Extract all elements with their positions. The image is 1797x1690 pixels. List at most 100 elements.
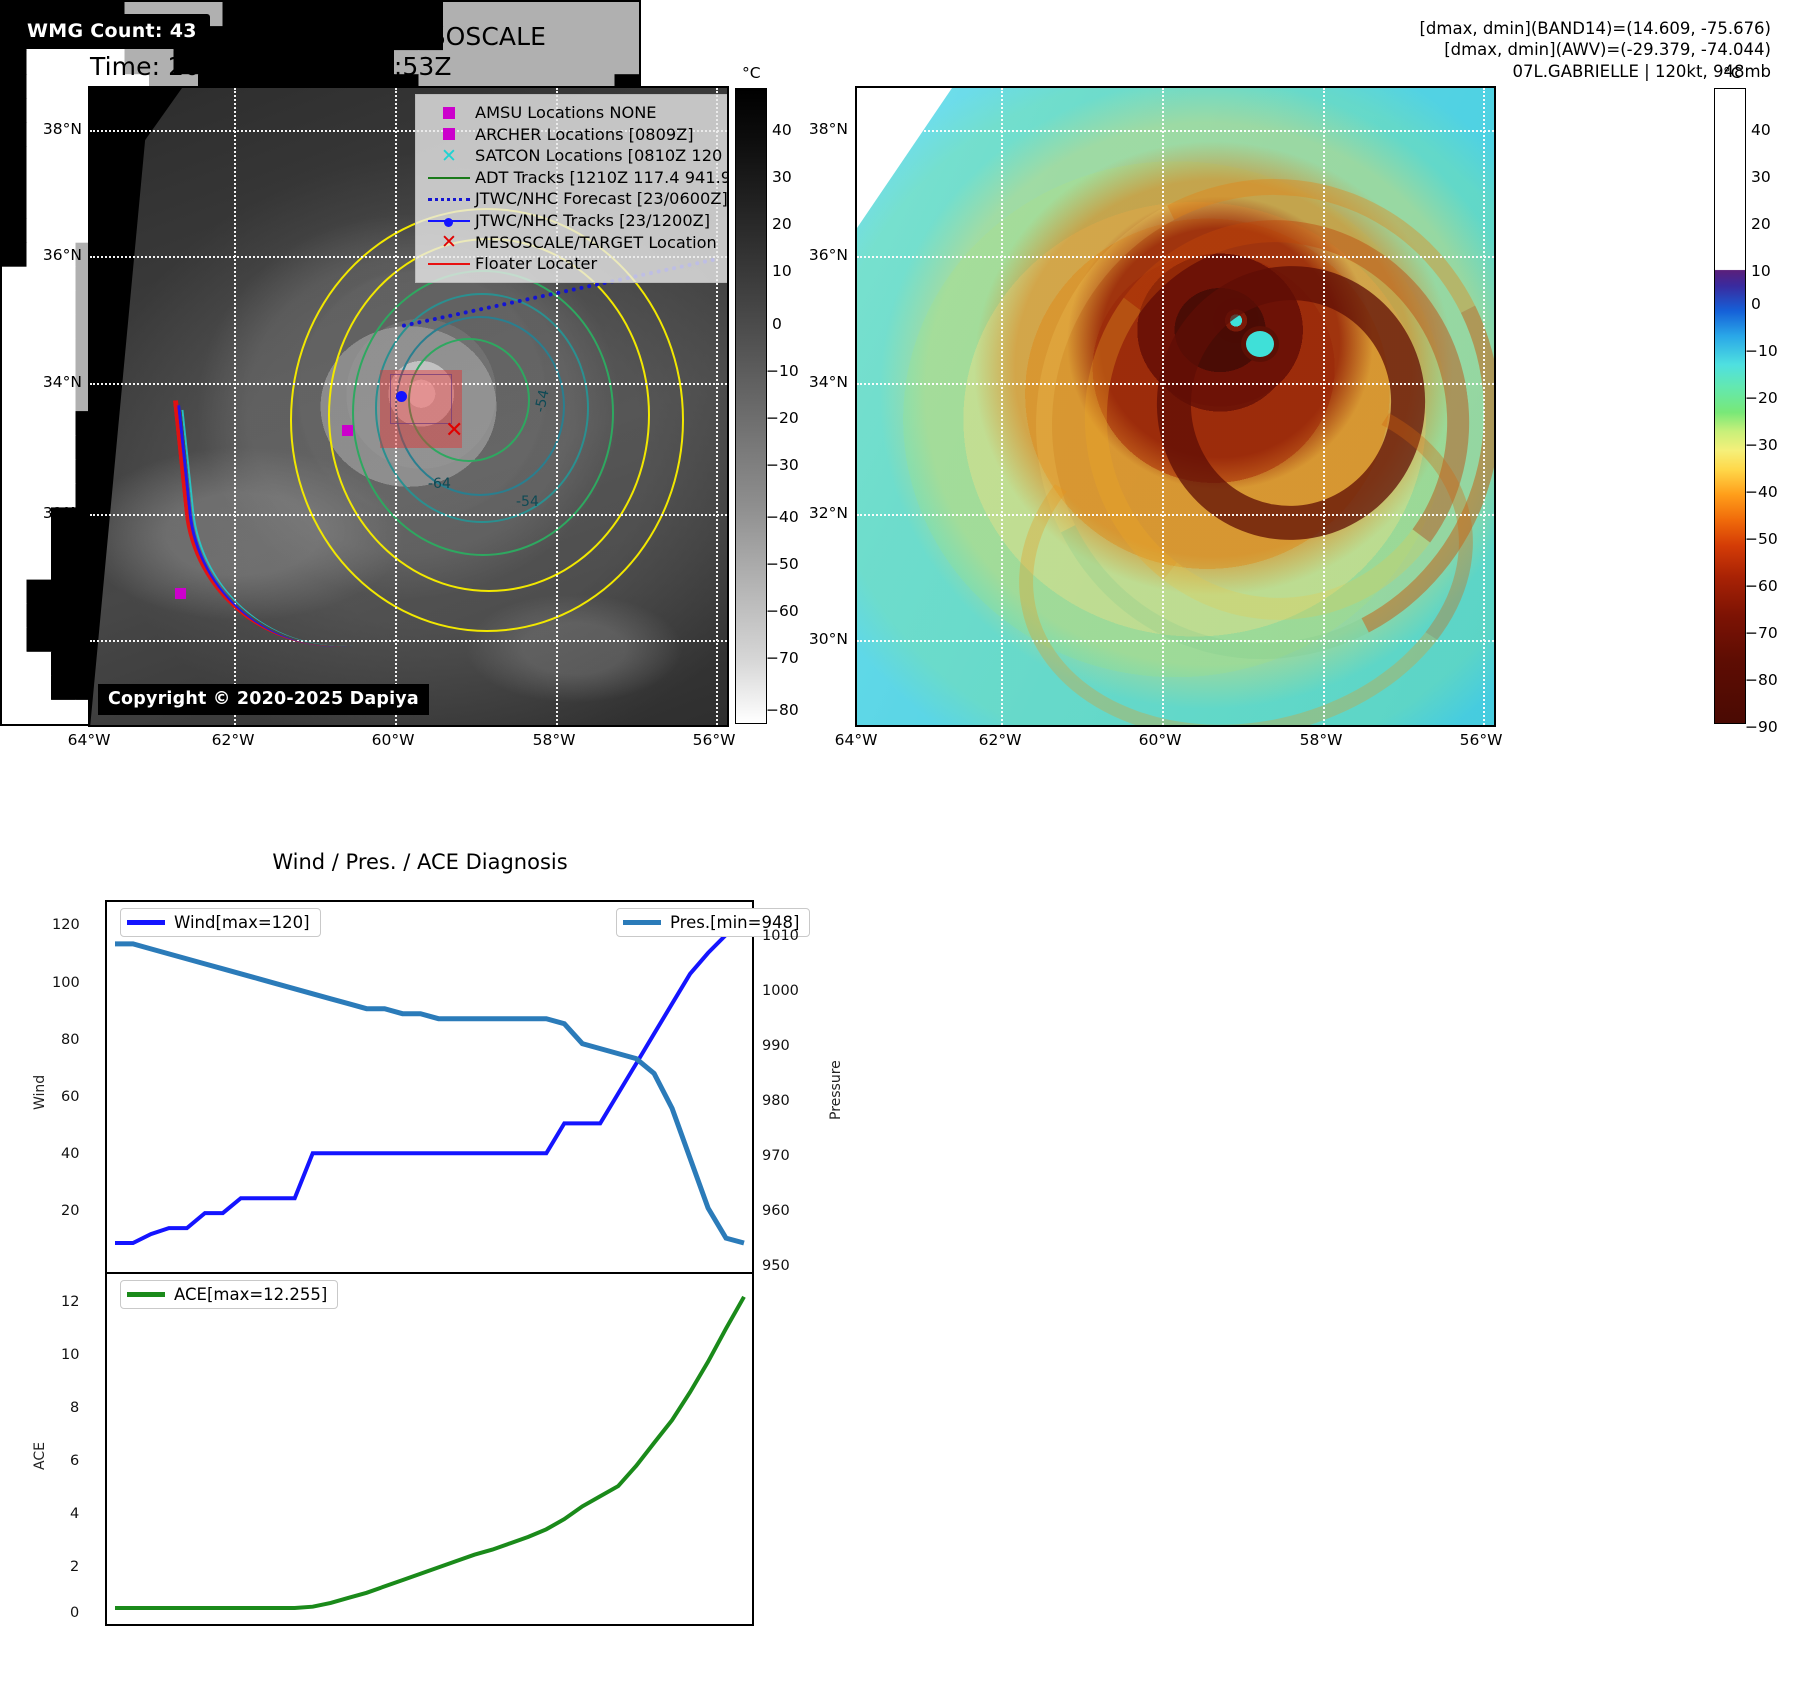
- color-colorbar-tick-m30: −30: [1745, 436, 1778, 454]
- wind-tick-20: 20: [61, 1203, 80, 1219]
- ir-satellite-map[interactable]: -64 -54 -54 ✕ AMSU Locations NONE: [88, 86, 729, 727]
- color-colorbar-tick-m10: −10: [1745, 342, 1778, 360]
- ace-tick-12: 12: [61, 1294, 80, 1310]
- color-colorbar-tick-0: 0: [1751, 295, 1761, 313]
- legend-label-amsu: AMSU Locations NONE: [475, 103, 657, 122]
- wmg-count-badge: WMG Count: 43: [14, 14, 210, 49]
- amsu-location-marker[interactable]: [175, 588, 186, 599]
- color-colorbar-tick-m20: −20: [1745, 389, 1778, 407]
- legend-label-adt: ADT Tracks [1210Z 117.4 941.9]: [475, 167, 729, 187]
- grid-lat-32: [857, 514, 1494, 516]
- color-lon-label-60: 60°W: [1138, 731, 1182, 749]
- current-center-marker[interactable]: [396, 391, 407, 402]
- enhanced-ir-imagery: [857, 88, 1494, 725]
- legend-label-floater: Floater Locater: [475, 254, 598, 274]
- grid-lat-34: [90, 383, 727, 385]
- color-colorbar-tick-m70: −70: [1745, 624, 1778, 642]
- red-x-icon: ✕: [441, 231, 457, 254]
- ace-tick-6: 6: [70, 1453, 80, 1469]
- legend-item-mesoscale[interactable]: ✕ MESOSCALE/TARGET Location: [423, 231, 727, 254]
- ir-lat-label-34: 34°N: [42, 373, 82, 391]
- ir-lat-label-32: 32°N: [42, 504, 82, 522]
- pressure-legend-label: Pres.[min=948]: [670, 913, 800, 932]
- ir-colorbar-tick-m70: −70: [766, 649, 799, 667]
- wind-series-line: [115, 927, 745, 1245]
- grid-lon-58: [1323, 88, 1325, 725]
- color-colorbar-tick-m60: −60: [1745, 577, 1778, 595]
- legend-item-satcon[interactable]: ✕ SATCON Locations [0810Z 120 945]: [423, 144, 727, 167]
- grid-lat-34: [857, 383, 1494, 385]
- grid-lat-38: [90, 130, 727, 132]
- grid-lon-58: [556, 88, 558, 725]
- ace-legend-swatch-icon: [127, 1292, 165, 1297]
- diagnosis-title: Wind / Pres. / ACE Diagnosis: [272, 850, 568, 874]
- grid-lat-36: [857, 256, 1494, 258]
- wind-legend-swatch-icon: [127, 920, 165, 925]
- legend-item-floater[interactable]: Floater Locater: [423, 253, 727, 275]
- legend-item-amsu[interactable]: AMSU Locations NONE: [423, 102, 727, 124]
- legend-label-archer: ARCHER Locations [0809Z]: [475, 124, 694, 144]
- wind-axis-label: Wind: [32, 1074, 48, 1110]
- grid-lat-32: [90, 514, 727, 516]
- contour-label-54b: -54: [516, 494, 539, 510]
- color-lon-label-64: 64°W: [834, 731, 878, 749]
- color-colorbar-unit: °C: [1723, 64, 1742, 82]
- color-lat-label-36: 36°N: [808, 246, 848, 264]
- wind-legend-label: Wind[max=120]: [174, 913, 310, 932]
- pressure-legend[interactable]: Pres.[min=948]: [616, 908, 811, 937]
- wind-tick-100: 100: [52, 975, 80, 991]
- wind-pressure-chart[interactable]: [105, 900, 754, 1274]
- contour-label-64: -64: [428, 476, 451, 492]
- pres-tick-990: 990: [762, 1038, 790, 1054]
- ace-legend[interactable]: ACE[max=12.255]: [120, 1280, 339, 1309]
- ir-colorbar-tick-30: 30: [772, 168, 792, 186]
- ir-colorbar-tick-m40: −40: [766, 508, 799, 526]
- pres-tick-950: 950: [762, 1258, 790, 1274]
- ir-lat-label-30: 30°N: [42, 630, 82, 648]
- cyan-x-icon: ✕: [441, 144, 457, 167]
- wind-tick-120: 120: [52, 917, 80, 933]
- ace-chart[interactable]: [105, 1272, 754, 1626]
- grid-lat-38: [857, 130, 1494, 132]
- ace-series-line: [115, 1295, 746, 1610]
- legend-item-forecast[interactable]: JTWC/NHC Forecast [23/0600Z]: [423, 188, 728, 210]
- grid-lon-56: [1483, 88, 1485, 725]
- wind-legend[interactable]: Wind[max=120]: [120, 908, 321, 937]
- page-title-line2: Time: 2025/09/23 12:56:53Z: [90, 52, 452, 81]
- ace-tick-0: 0: [70, 1605, 80, 1621]
- magenta-square-icon: [423, 128, 475, 141]
- ir-lon-label-62: 62°W: [211, 731, 255, 749]
- legend-item-tracks[interactable]: JTWC/NHC Tracks [23/1200Z]: [423, 210, 727, 232]
- ir-lon-label-64: 64°W: [67, 731, 111, 749]
- ir-lat-label-36: 36°N: [42, 246, 82, 264]
- ir-colorbar-tick-m10: −10: [766, 362, 799, 380]
- enhanced-ir-map[interactable]: [855, 86, 1496, 727]
- ir-lon-label-56: 56°W: [692, 731, 736, 749]
- grid-lat-30: [857, 640, 1494, 642]
- ir-colorbar-tick-m60: −60: [766, 602, 799, 620]
- pres-tick-1000: 1000: [762, 983, 799, 999]
- pressure-legend-swatch-icon: [623, 920, 661, 925]
- magenta-square-icon: [423, 106, 475, 119]
- red-line-icon: [423, 262, 475, 265]
- color-lon-label-58: 58°W: [1299, 731, 1343, 749]
- ir-colorbar-tick-0: 0: [772, 315, 782, 333]
- ir-colorbar-tick-20: 20: [772, 215, 792, 233]
- eye[interactable]: [1241, 326, 1279, 362]
- blue-dotted-line-icon: [423, 197, 475, 201]
- legend-item-archer[interactable]: ARCHER Locations [0809Z]: [423, 124, 727, 146]
- stats-line2: [dmax, dmin](AWV)=(-29.379, -74.044): [1444, 40, 1771, 59]
- legend-item-adt[interactable]: ADT Tracks [1210Z 117.4 941.9]: [423, 167, 729, 189]
- pres-tick-1010: 1010: [762, 928, 799, 944]
- target-outline-box: [390, 374, 452, 424]
- legend-label-forecast: JTWC/NHC Forecast [23/0600Z]: [475, 189, 728, 209]
- color-lat-label-32: 32°N: [808, 504, 848, 522]
- ace-tick-8: 8: [70, 1400, 80, 1416]
- grid-lon-60: [395, 88, 397, 725]
- grid-lon-60: [1162, 88, 1164, 725]
- ir-colorbar-tick-40: 40: [772, 121, 792, 139]
- legend-label-mesoscale: MESOSCALE/TARGET Location: [475, 232, 717, 252]
- pres-tick-970: 970: [762, 1148, 790, 1164]
- archer-location-marker[interactable]: [342, 425, 353, 436]
